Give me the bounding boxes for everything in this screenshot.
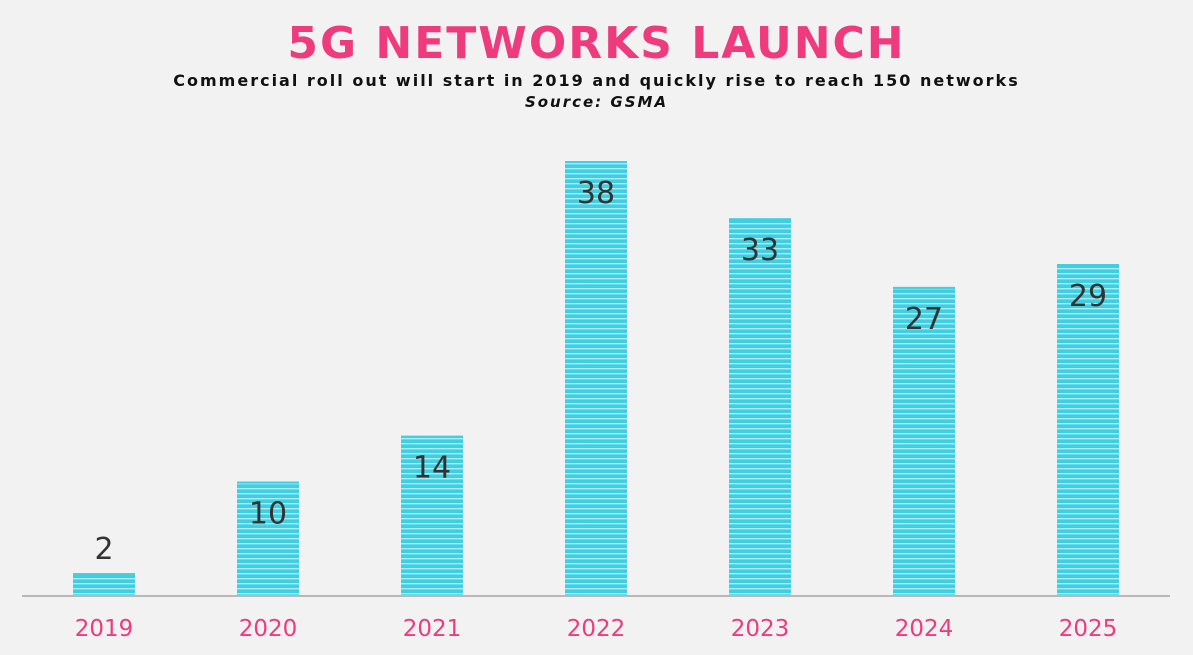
x-tick-label: 2023 (731, 616, 790, 642)
chart-source: Source: GSMA (524, 93, 669, 111)
bar-2024 (893, 286, 955, 596)
data-label: 10 (249, 497, 287, 532)
bar-top-edge (893, 286, 955, 289)
bar-top-edge (565, 161, 627, 163)
x-tick-label: 2025 (1059, 616, 1118, 642)
bars-group (73, 161, 1119, 596)
x-tick-label: 2019 (75, 616, 134, 642)
x-tick-label: 2022 (567, 616, 626, 642)
bar-top-edge (73, 573, 135, 576)
data-label: 33 (741, 233, 779, 268)
data-label: 2 (94, 532, 113, 567)
bar-2019 (73, 573, 135, 596)
x-tick-label: 2021 (403, 616, 462, 642)
x-tick-label: 2020 (239, 616, 298, 642)
bar-2025 (1057, 264, 1119, 596)
data-label: 29 (1069, 279, 1107, 314)
chart-title: 5G NETWORKS LAUNCH (287, 18, 906, 69)
data-label: 38 (577, 176, 615, 211)
x-tick-label: 2024 (895, 616, 954, 642)
bar-2023 (729, 218, 791, 596)
bar-top-edge (729, 218, 791, 221)
bar-top-edge (1057, 264, 1119, 267)
bar-2021 (401, 435, 463, 596)
data-label: 14 (413, 451, 451, 486)
bar-top-edge (401, 435, 463, 438)
chart-subtitle: Commercial roll out will start in 2019 a… (173, 71, 1020, 90)
bar-2020 (237, 481, 299, 596)
bar-top-edge (237, 481, 299, 484)
labels-group: 2 2019 10 2020 14 2021 38 2022 33 2023 27 2024 29 202… (75, 176, 1118, 642)
data-label: 27 (905, 302, 943, 337)
bar-2022 (565, 161, 627, 596)
